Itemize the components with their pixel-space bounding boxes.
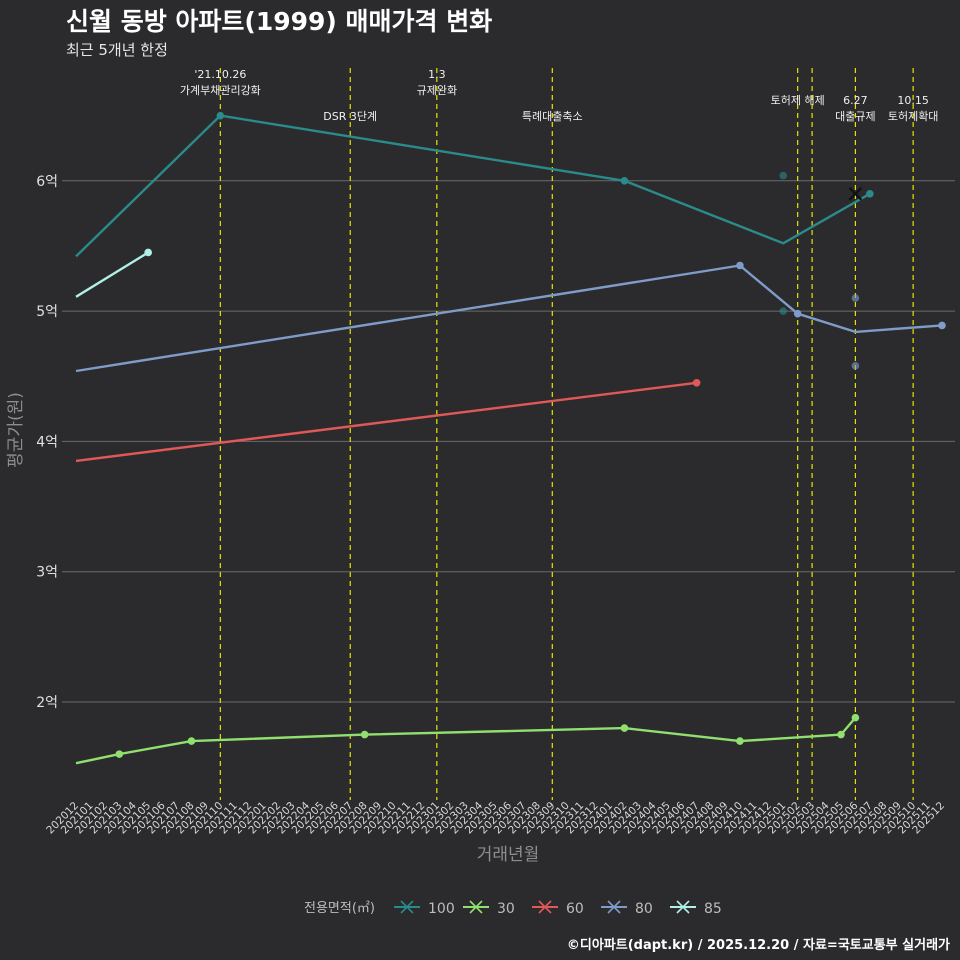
legend-key-mark-85 bbox=[676, 900, 690, 914]
series-line-80 bbox=[75, 264, 943, 373]
data-point-85 bbox=[144, 248, 152, 257]
event-label: 토허제 해제 bbox=[771, 93, 825, 107]
data-point-80 bbox=[793, 309, 802, 318]
data-point-30 bbox=[360, 730, 369, 739]
data-point-100 bbox=[216, 111, 225, 120]
legend-key-mark-80 bbox=[607, 900, 621, 914]
y-tick-label: 2억 bbox=[36, 695, 58, 711]
y-axis-title: 평균가(원) bbox=[6, 392, 26, 468]
data-point-30 bbox=[187, 737, 196, 745]
data-point-80 bbox=[736, 261, 744, 270]
data-point-30 bbox=[851, 713, 860, 722]
event-label: 대출규제 bbox=[835, 110, 875, 123]
series-line-85 bbox=[75, 251, 149, 298]
legend-label-100: 100 bbox=[428, 901, 455, 917]
event-label: 10.15 bbox=[897, 94, 929, 107]
event-label: '21.10.26 bbox=[194, 68, 246, 81]
scatter-point bbox=[851, 294, 860, 302]
source-caption: ©디아파트(dapt.kr) / 2025.12.20 / 자료=국토교통부 실… bbox=[566, 938, 950, 953]
legend-label-30: 30 bbox=[497, 901, 515, 917]
series-line-60 bbox=[75, 381, 697, 463]
data-point-30 bbox=[620, 724, 629, 732]
event-label: 6.27 bbox=[843, 94, 868, 107]
scatter-point bbox=[779, 307, 788, 315]
data-point-30 bbox=[115, 750, 124, 758]
scatter-point bbox=[779, 171, 788, 180]
data-point-30 bbox=[837, 730, 845, 739]
legend-label-85: 85 bbox=[704, 901, 722, 917]
event-label: DSR 3단계 bbox=[323, 110, 377, 123]
legend-title: 전용면적(㎡) bbox=[304, 901, 375, 916]
legend-label-80: 80 bbox=[635, 901, 653, 917]
y-tick-label: 6억 bbox=[36, 174, 58, 190]
legend-label-60: 60 bbox=[566, 901, 584, 917]
event-label: 규제완화 bbox=[417, 84, 457, 97]
legend-key-mark-60 bbox=[538, 900, 552, 914]
chart-subtitle: 최근 5개년 한정 bbox=[66, 41, 168, 59]
scatter-point bbox=[851, 362, 860, 370]
event-label: 가계부채관리강화 bbox=[180, 84, 261, 97]
data-point-80 bbox=[938, 321, 946, 330]
event-label: 1.3 bbox=[428, 68, 446, 81]
y-tick-label: 4억 bbox=[36, 434, 58, 450]
x-axis-title: 거래년월 bbox=[477, 845, 540, 865]
data-point-100 bbox=[866, 190, 874, 198]
legend-key-mark-100 bbox=[400, 900, 414, 914]
chart-title: 신월 동방 아파트(1999) 매매가격 변화 bbox=[66, 7, 493, 36]
y-tick-label: 3억 bbox=[36, 565, 58, 581]
event-label: 특례대출축소 bbox=[522, 110, 583, 123]
data-point-60 bbox=[692, 378, 701, 387]
series-line-30 bbox=[75, 716, 857, 765]
legend-key-mark-30 bbox=[469, 900, 483, 914]
event-label: 토허제확대 bbox=[888, 110, 939, 123]
data-point-100 bbox=[620, 177, 629, 185]
series-line-100 bbox=[75, 114, 871, 258]
data-point-30 bbox=[736, 737, 744, 745]
y-tick-label: 5억 bbox=[36, 304, 58, 320]
cross-marker bbox=[848, 187, 863, 201]
